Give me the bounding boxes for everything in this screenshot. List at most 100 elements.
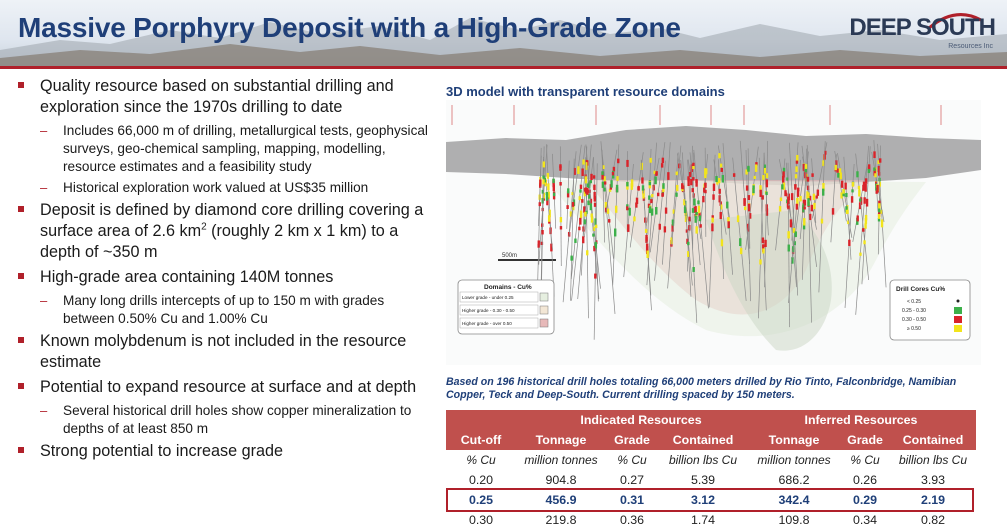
drill-core-segment bbox=[687, 176, 690, 182]
drill-core-segment bbox=[601, 181, 605, 188]
drill-core-segment bbox=[786, 202, 790, 208]
drill-hole-line bbox=[601, 149, 606, 243]
drill-core-segment bbox=[661, 193, 664, 197]
drill-core-segment bbox=[748, 213, 752, 219]
drill-core-segment bbox=[711, 215, 714, 219]
drill-core-segment bbox=[831, 208, 835, 215]
drill-core-segment bbox=[566, 191, 570, 198]
drill-core-segment bbox=[796, 154, 799, 162]
drill-core-segment bbox=[791, 257, 794, 264]
drill-core-segment bbox=[627, 224, 630, 232]
drill-core-segment bbox=[546, 172, 550, 179]
drill-core-segment bbox=[744, 206, 747, 211]
drill-core-segment bbox=[864, 218, 868, 224]
drill-core-segment bbox=[645, 234, 648, 242]
drill-core-segment bbox=[650, 208, 654, 216]
drill-core-segment bbox=[808, 195, 812, 201]
drill-core-segment bbox=[589, 203, 593, 211]
drill-core-segment bbox=[683, 199, 686, 206]
drill-hole-line bbox=[758, 152, 765, 319]
drill-hole-line bbox=[818, 141, 826, 293]
header-banner: Massive Porphyry Deposit with a High-Gra… bbox=[0, 0, 1007, 66]
drill-core-segment bbox=[712, 194, 715, 200]
table-cell: 3.93 bbox=[920, 473, 946, 487]
drill-core-segment bbox=[579, 210, 583, 219]
drill-core-segment bbox=[601, 171, 604, 180]
drill-core-segment bbox=[675, 192, 678, 197]
bullet-marker-icon bbox=[18, 206, 24, 212]
drill-core-segment bbox=[654, 176, 657, 185]
drill-core-segment bbox=[794, 184, 797, 189]
drill-core-segment bbox=[807, 198, 810, 207]
table-cell: 0.31 bbox=[619, 493, 645, 507]
drill-core-segment bbox=[694, 206, 697, 213]
drill-core-segment bbox=[877, 165, 881, 173]
drill-core-segment bbox=[594, 218, 597, 226]
drill-core-segment bbox=[671, 219, 675, 226]
col-header: Grade bbox=[614, 433, 650, 447]
drill-core-segment bbox=[762, 244, 765, 252]
drill-core-segment bbox=[692, 165, 695, 170]
drill-core-segment bbox=[584, 187, 588, 194]
table-cell: 456.9 bbox=[545, 493, 577, 507]
drill-hole-line bbox=[732, 157, 747, 301]
drill-item-label: 0.30 - 0.50 bbox=[902, 317, 926, 323]
drill-core-segment bbox=[862, 181, 866, 186]
drill-core-segment bbox=[796, 190, 800, 197]
scale-label: 500m bbox=[502, 253, 517, 259]
drill-core-segment bbox=[781, 184, 784, 190]
drill-core-segment bbox=[582, 159, 585, 165]
drill-core-segment bbox=[552, 180, 555, 188]
drill-item-label: ≥ 0.50 bbox=[907, 326, 921, 332]
sub-bullet-item: – Historical exploration work valued at U… bbox=[14, 179, 434, 197]
drill-core-segment bbox=[837, 172, 840, 178]
drill-core-segment bbox=[614, 205, 618, 213]
logo-arc-icon bbox=[928, 13, 982, 30]
drill-hole-line bbox=[758, 157, 767, 311]
drill-core-segment bbox=[787, 196, 790, 204]
drill-core-segment bbox=[794, 231, 797, 238]
sub-bullet-text: Historical exploration work valued at US… bbox=[63, 180, 369, 195]
table-cell: 109.8 bbox=[778, 513, 810, 527]
bullet-item: Quality resource based on substantial dr… bbox=[14, 76, 434, 118]
drill-core-segment bbox=[795, 203, 799, 210]
drill-core-segment bbox=[550, 243, 553, 252]
unit-cell: billion lbs Cu bbox=[668, 453, 738, 467]
drill-core-segment bbox=[812, 193, 816, 200]
drill-core-segment bbox=[850, 196, 854, 203]
drill-core-segment bbox=[799, 195, 802, 202]
drill-core-segment bbox=[691, 188, 694, 193]
drill-core-segment bbox=[603, 181, 607, 185]
drill-core-segment bbox=[690, 179, 693, 186]
drill-core-segment bbox=[586, 188, 589, 195]
drill-core-segment bbox=[579, 217, 582, 225]
bullet-marker-icon bbox=[18, 337, 24, 343]
drill-core-segment bbox=[664, 207, 668, 214]
drill-core-segment bbox=[616, 176, 619, 181]
drill-core-segment bbox=[579, 184, 583, 190]
drill-core-segment bbox=[761, 195, 764, 200]
domain-item-label: Higher grade - 0.30 - 0.50 bbox=[462, 308, 515, 313]
drill-core-segment bbox=[573, 167, 576, 175]
drill-hole-line bbox=[552, 153, 557, 229]
col-header: Grade bbox=[847, 433, 883, 447]
drill-core-segment bbox=[762, 175, 765, 180]
drill-core-segment bbox=[581, 199, 584, 203]
drill-core-segment bbox=[864, 178, 868, 184]
table-cell: 0.29 bbox=[852, 493, 878, 507]
drill-core-segment bbox=[583, 219, 586, 225]
table-cell: 342.4 bbox=[778, 493, 810, 507]
drill-core-segment bbox=[787, 244, 790, 252]
drill-core-segment bbox=[574, 238, 577, 243]
drill-core-segment bbox=[695, 212, 698, 216]
drill-core-segment bbox=[761, 237, 765, 244]
drill-core-segment bbox=[718, 195, 721, 203]
drill-core-segment bbox=[793, 241, 796, 246]
drill-hole-line bbox=[764, 140, 769, 288]
drill-core-segment bbox=[541, 230, 544, 235]
drill-core-segment bbox=[545, 193, 549, 201]
highlight-row-box bbox=[446, 488, 974, 512]
drill-core-segment bbox=[718, 153, 721, 159]
table-cell: 0.27 bbox=[619, 473, 645, 487]
drill-core-segment bbox=[802, 163, 806, 170]
